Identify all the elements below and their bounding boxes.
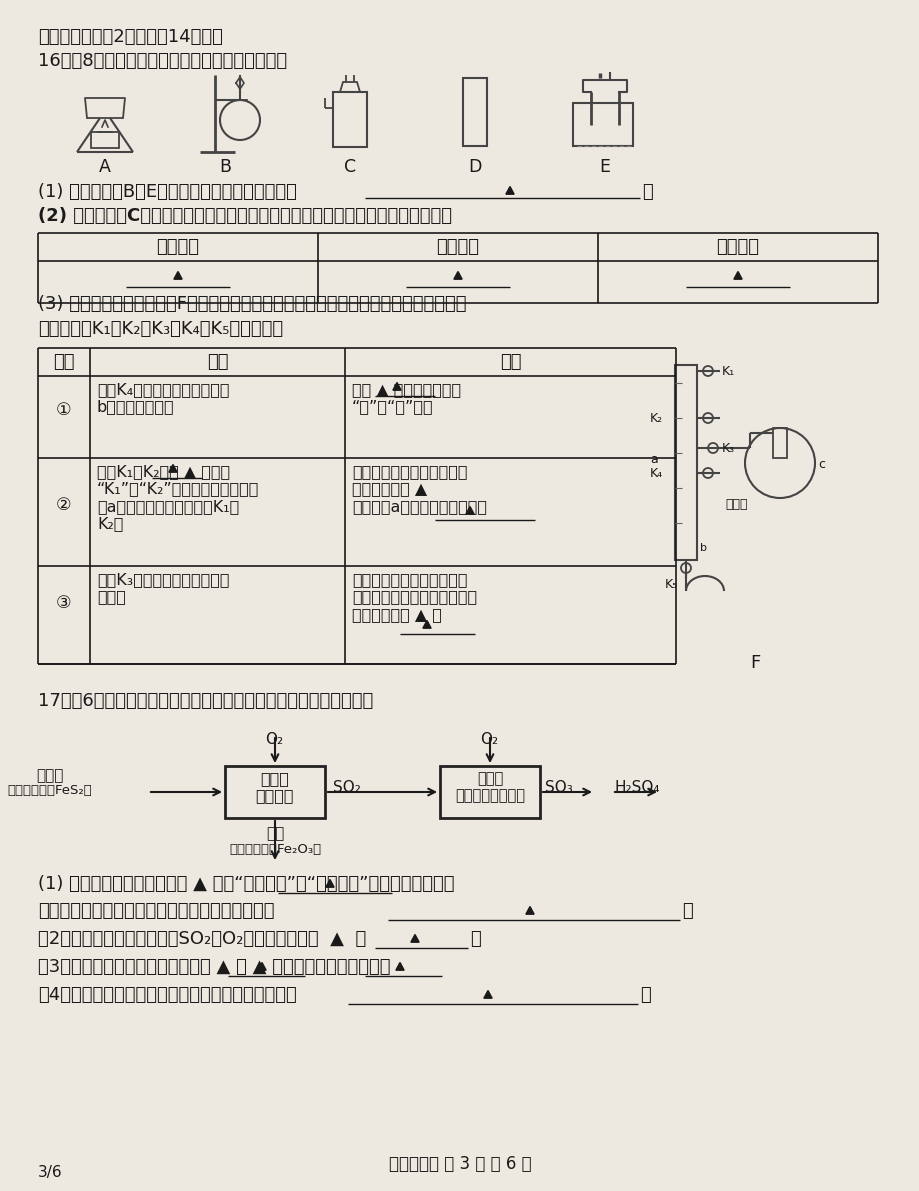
- Text: F: F: [749, 654, 759, 672]
- Text: D: D: [468, 158, 482, 176]
- Text: （3）该流程涉及的含硫化合物中， ▲ 和 ▲ 中硫元素的化合价相同。: （3）该流程涉及的含硫化合物中， ▲ 和 ▲ 中硫元素的化合价相同。: [38, 958, 390, 975]
- Text: 。: 。: [641, 183, 652, 201]
- Text: 。: 。: [470, 930, 481, 948]
- Bar: [225, 766, 324, 818]
- Text: (3) 某学习小组的同学利用F装置进行氯化氢与氨气反应的实验探究（装置气密性良好，: (3) 某学习小组的同学利用F装置进行氯化氢与氨气反应的实验探究（装置气密性良好…: [38, 295, 466, 313]
- Text: 。: 。: [681, 902, 692, 919]
- Text: 接触室
（加热、催化剂）: 接触室 （加热、催化剂）: [455, 771, 525, 804]
- Polygon shape: [483, 991, 492, 998]
- Text: K₁: K₁: [721, 364, 734, 378]
- Text: A: A: [99, 158, 111, 176]
- Text: 16．（8分）请根据下列装置图，回答有关问题。: 16．（8分）请根据下列装置图，回答有关问题。: [38, 52, 287, 70]
- Text: 实验结论: 实验结论: [716, 238, 759, 256]
- Text: （主要成分是Fe₂O₃）: （主要成分是Fe₂O₃）: [229, 843, 321, 856]
- Text: 黄铁矿: 黄铁矿: [36, 768, 63, 782]
- Text: a: a: [650, 453, 657, 466]
- Bar: [462, 77, 486, 146]
- Polygon shape: [733, 272, 742, 279]
- Text: 。: 。: [640, 986, 650, 1004]
- Polygon shape: [423, 621, 431, 628]
- Text: 炉渣: 炉渣: [266, 827, 284, 841]
- Polygon shape: [325, 879, 334, 887]
- Text: 调节K₄，用排石蜕油的方法在
b管中集满氢气。: 调节K₄，用排石蜕油的方法在 b管中集满氢气。: [96, 382, 229, 414]
- Bar: [772, 428, 786, 459]
- Bar: [91, 132, 119, 148]
- Text: 提取铁，请写出焦炭与氧化铁反应的化学方程式：: 提取铁，请写出焦炭与氧化铁反应的化学方程式：: [38, 902, 274, 919]
- Text: SO₂: SO₂: [333, 780, 360, 796]
- Text: 打开K₃，让氯化氢与氨气发生
反应。: 打开K₃，让氯化氢与氨气发生 反应。: [96, 572, 229, 604]
- Text: 分析: 分析: [499, 353, 521, 372]
- Polygon shape: [395, 962, 403, 971]
- Polygon shape: [505, 187, 514, 194]
- Text: 实验前活塞K₁、K₂、K₃、K₄、K₅均关闭）。: 实验前活塞K₁、K₂、K₃、K₄、K₅均关闭）。: [38, 320, 283, 338]
- Text: 永腾炉
（高温）: 永腾炉 （高温）: [255, 771, 294, 804]
- Text: (2) 实验室利用C装置收集二氧化碳，怎样证明二氧化碳已集满？请完成实验报告。: (2) 实验室利用C装置收集二氧化碳，怎样证明二氧化碳已集满？请完成实验报告。: [38, 207, 451, 225]
- Polygon shape: [169, 464, 177, 472]
- Text: B: B: [219, 158, 231, 176]
- Text: 石蜕油: 石蜕油: [724, 498, 746, 511]
- Polygon shape: [174, 272, 182, 279]
- Bar: [573, 102, 632, 146]
- Text: c: c: [817, 459, 824, 470]
- Bar: [675, 364, 697, 560]
- Text: H₂SO₄: H₂SO₄: [614, 780, 660, 796]
- Polygon shape: [526, 906, 534, 915]
- Text: K₃: K₃: [721, 442, 734, 455]
- Text: K₄: K₄: [650, 467, 663, 480]
- Text: b: b: [699, 543, 706, 553]
- Text: 氢气 ▲ 溶于石蜕油（填
“易”或“难”）。: 氢气 ▲ 溶于石蜕油（填 “易”或“难”）。: [352, 382, 460, 414]
- Text: （4）请写出用烧杯和玻璃棒稀释浓硫酸的具体操作：: （4）请写出用烧杯和玻璃棒稀释浓硫酸的具体操作：: [38, 986, 297, 1004]
- Text: E: E: [599, 158, 610, 176]
- Text: O₂: O₂: [265, 732, 283, 747]
- Text: SO₃: SO₃: [544, 780, 573, 796]
- Text: 实验步骤: 实验步骤: [156, 238, 199, 256]
- Text: ③: ③: [56, 594, 72, 612]
- Text: 二、（本题包括2小题，內14分。）: 二、（本题包括2小题，內14分。）: [38, 29, 222, 46]
- Text: 实验现象: 实验现象: [436, 238, 479, 256]
- Text: 在不用任何其他试剂的情况
下，当观察到 ▲
时，说明a管中已集满氯化氢。: 在不用任何其他试剂的情况 下，当观察到 ▲ 时，说明a管中已集满氯化氢。: [352, 464, 486, 513]
- Text: (1) 实验室利用B、E装置制取氧气的化学方程式为: (1) 实验室利用B、E装置制取氧气的化学方程式为: [38, 183, 297, 201]
- Polygon shape: [453, 272, 461, 279]
- Text: （2）接触室中，参加反应的SO₂与O₂的分子个数比为  ▲  。: （2）接触室中，参加反应的SO₂与O₂的分子个数比为 ▲ 。: [38, 930, 366, 948]
- Polygon shape: [392, 382, 401, 391]
- Text: 17．（6分）某硫酸厂以黄铁矿为原料生产硫酸的简要流程如下图。: 17．（6分）某硫酸厂以黄铁矿为原料生产硫酸的简要流程如下图。: [38, 692, 373, 710]
- Bar: [333, 92, 367, 146]
- Polygon shape: [257, 962, 266, 971]
- Text: C: C: [344, 158, 356, 176]
- Text: (1) 永腾炉中发生的变化属于 ▲ （填“物理变化”或“化学变化”）。从炉渣中可以: (1) 永腾炉中发生的变化属于 ▲ （填“物理变化”或“化学变化”）。从炉渣中可…: [38, 875, 454, 893]
- Text: K₅: K₅: [664, 578, 677, 591]
- Text: K₂: K₂: [650, 412, 663, 425]
- Text: 操作: 操作: [207, 353, 228, 372]
- Text: ①: ①: [56, 401, 72, 419]
- Polygon shape: [465, 506, 473, 515]
- Text: O₂: O₂: [480, 732, 497, 747]
- Text: 步骤: 步骤: [53, 353, 74, 372]
- Text: ②: ②: [56, 495, 72, 515]
- Polygon shape: [411, 935, 419, 942]
- Text: 氯化氢与氨气发生化合反应
生成一种鐵盐，请写出这种鐵
盐的化学式： ▲ 。: 氯化氢与氨气发生化合反应 生成一种鐵盐，请写出这种鐵 盐的化学式： ▲ 。: [352, 572, 477, 622]
- Text: 3/6: 3/6: [38, 1165, 62, 1180]
- Bar: [439, 766, 539, 818]
- Text: 九年级化学 第 3 页 共 6 页: 九年级化学 第 3 页 共 6 页: [388, 1155, 531, 1173]
- Text: 打开K₁、K₂，从 ▲ 处（填
“K₁”或“K₂”）导管通入氯化氢，
待a管中集满氯化氢，关闭K₁、
K₂。: 打开K₁、K₂，从 ▲ 处（填 “K₁”或“K₂”）导管通入氯化氢， 待a管中集…: [96, 464, 259, 531]
- Text: （主要成分是FeS₂）: （主要成分是FeS₂）: [7, 784, 92, 797]
